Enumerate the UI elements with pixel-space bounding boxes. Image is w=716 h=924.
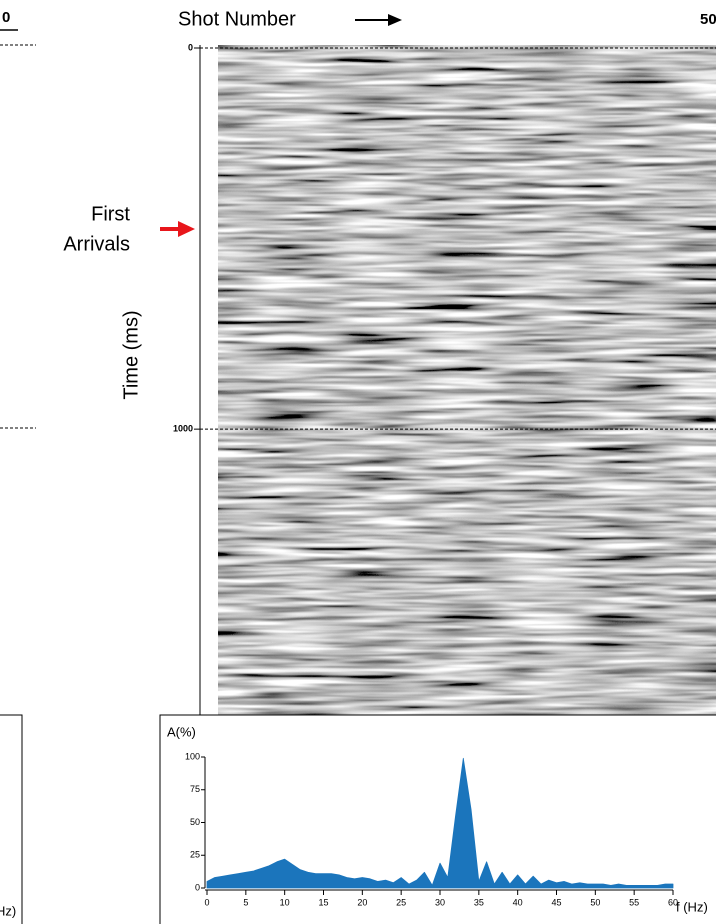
left-fragment: Hz) bbox=[0, 903, 16, 918]
y-axis-label: A(%) bbox=[167, 724, 196, 739]
red-arrow-head bbox=[178, 221, 195, 237]
shot-label: Shot Number bbox=[178, 8, 296, 30]
x-tick-label: 20 bbox=[357, 897, 367, 907]
y-axis-label: Time (ms) bbox=[120, 310, 142, 399]
x-axis-label: f (Hz) bbox=[676, 899, 708, 914]
x-tick-label: 45 bbox=[551, 897, 561, 907]
left-label: 0 bbox=[2, 9, 10, 26]
x-tick-label: 25 bbox=[396, 897, 406, 907]
x-tick-label: 50 bbox=[590, 897, 600, 907]
annotation-line: First bbox=[91, 203, 130, 225]
x-tick-label: 40 bbox=[513, 897, 523, 907]
x-tick-label: 10 bbox=[280, 897, 290, 907]
annotation-line: Arrivals bbox=[63, 233, 130, 255]
x-tick-label: 15 bbox=[318, 897, 328, 907]
arrow-head bbox=[388, 14, 402, 26]
y-tick-label: 25 bbox=[190, 850, 200, 860]
y-tick-label: 0 bbox=[188, 42, 193, 52]
x-tick-label: 60 bbox=[668, 897, 678, 907]
y-tick-label: 100 bbox=[185, 751, 200, 761]
left-panel-frame bbox=[0, 714, 23, 924]
y-tick-label: 75 bbox=[190, 784, 200, 794]
x-tick-label: 0 bbox=[204, 897, 209, 907]
seismic-image bbox=[218, 45, 716, 715]
spectrum-chart: A(%) f (Hz) 0 25 50 75 100 0 5 10 15 20 25 30 35 40 45 50… bbox=[167, 724, 708, 914]
y-tick-label: 1000 bbox=[173, 424, 193, 434]
shot-end: 50 bbox=[700, 11, 716, 28]
x-tick-label: 30 bbox=[435, 897, 445, 907]
x-tick-label: 5 bbox=[243, 897, 248, 907]
x-tick-label: 35 bbox=[474, 897, 484, 907]
x-tick-label: 55 bbox=[629, 897, 639, 907]
y-tick-label: 0 bbox=[195, 882, 200, 892]
seismic-axis: 0 1000 bbox=[173, 42, 716, 434]
spectrum-frame bbox=[159, 714, 716, 924]
y-tick-label: 50 bbox=[190, 817, 200, 827]
spectrum-area bbox=[206, 757, 674, 889]
